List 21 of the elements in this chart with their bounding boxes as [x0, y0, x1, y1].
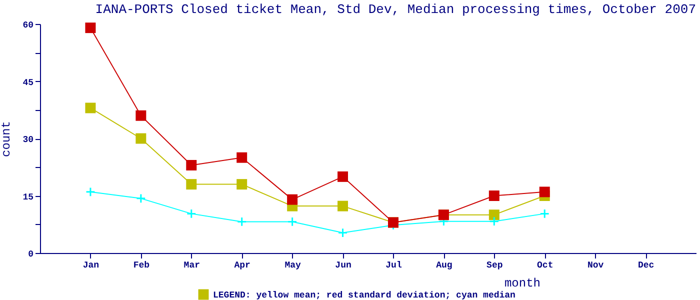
x-tick-label: Oct [537, 260, 554, 270]
x-tick-label: Apr [234, 260, 250, 270]
x-tick-label: Jul [386, 260, 402, 270]
x-tick-label: Dec [638, 260, 654, 270]
x-tick-label: Feb [133, 260, 150, 270]
x-tick-label: Nov [587, 260, 604, 270]
x-tick-label: Mar [184, 260, 200, 270]
x-tick-label: May [284, 260, 302, 270]
y-axis-title: count [0, 120, 14, 158]
y-tick-label: 30 [22, 135, 34, 145]
x-tick-label: Sep [486, 260, 503, 270]
x-tick-label: Aug [436, 260, 452, 270]
x-axis-title: month [504, 276, 540, 290]
y-tick-label: 45 [22, 78, 34, 88]
y-tick-label: 0 [28, 250, 34, 260]
y-tick-label: 15 [22, 192, 34, 202]
y-tick-label: 60 [22, 20, 34, 30]
x-tick-label: Jan [82, 260, 100, 270]
x-tick-label: Jun [335, 260, 352, 270]
chart-title: IANA-PORTS Closed ticket Mean, Std Dev, Median processing times, October 2007 [95, 2, 696, 17]
legend-label: LEGEND: yellow mean; red standard deviation; cyan median [213, 290, 516, 300]
